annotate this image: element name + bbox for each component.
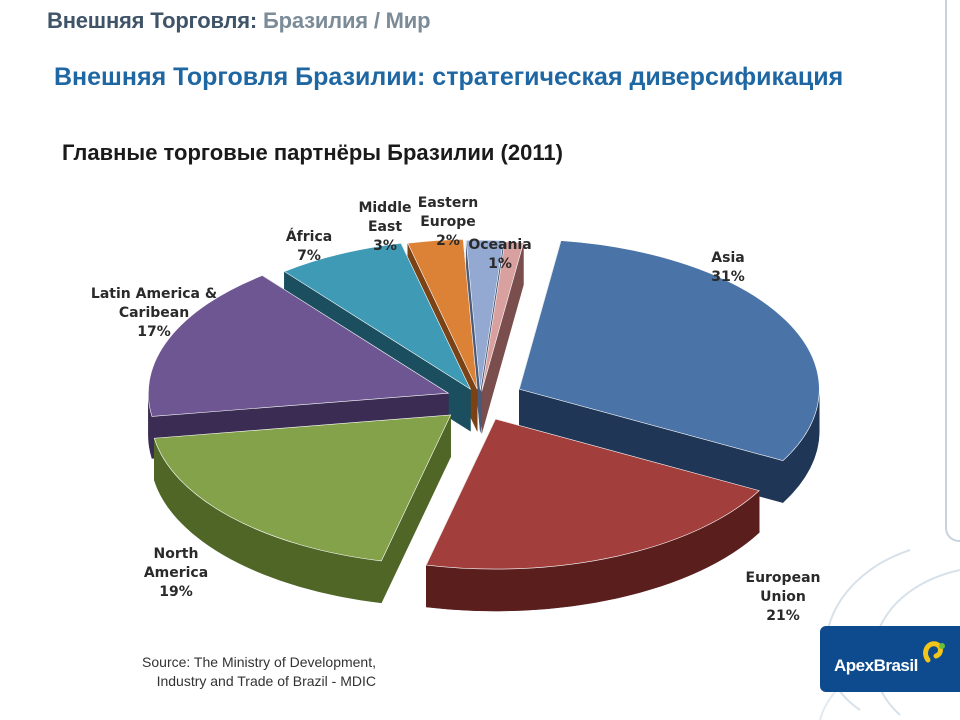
pie-slice-top <box>481 241 524 392</box>
slide-frame-decoration <box>945 0 960 542</box>
pie-sides <box>148 238 820 612</box>
data-label-middle-east: Middle East 3% <box>358 200 411 254</box>
slide-title: Внешняя Торговля Бразилии: стратегическа… <box>54 63 844 91</box>
pie-slice-north-america <box>153 414 452 604</box>
data-label-north-america: North America 19% <box>144 546 208 600</box>
header-sub: Бразилия / Мир <box>262 8 431 33</box>
source-line-1: Source: The Ministry of Development, <box>142 654 376 670</box>
source-note: Source: The Ministry of Development, Ind… <box>60 653 376 691</box>
pie-slice-top <box>407 238 478 390</box>
header-main: Внешняя Торговля: <box>47 8 258 33</box>
pie-slice-european-union <box>425 418 760 612</box>
pie-slice-top <box>465 239 504 391</box>
pie-slice-top <box>518 240 820 462</box>
pie-slice-top <box>425 418 760 570</box>
pie-slice-oceania <box>481 241 524 434</box>
data-label--frica: África 7% <box>286 228 332 264</box>
brand-logo: ApexBrasil <box>820 626 960 692</box>
data-label-asia: Asia 31% <box>711 250 745 285</box>
data-label-eastern-europe: Eastern Europe 2% <box>418 195 478 249</box>
chart-title: Главные торговые партнёры Бразилии (2011… <box>62 140 563 165</box>
brand-name: ApexBrasil <box>834 656 918 675</box>
source-line-2: Industry and Trade of Brazil - MDIC <box>156 673 376 689</box>
data-label-latin-america-caribean: Latin America & Caribean 17% <box>91 286 217 340</box>
data-label-oceania: Oceania 1% <box>468 237 531 272</box>
pie-tops: Asia 31% European Union 21% North America 19% La… <box>91 195 821 624</box>
pie-slice-top <box>148 275 450 417</box>
data-label-european-union: European Union 21% <box>746 570 821 624</box>
brand-mark-icon <box>923 641 945 663</box>
header: Внешняя Торговля: Бразилия / Мир <box>47 8 431 34</box>
pie-slice-top <box>283 242 472 390</box>
pie-slice-top <box>153 414 452 562</box>
pie-slice-asia <box>518 240 820 504</box>
